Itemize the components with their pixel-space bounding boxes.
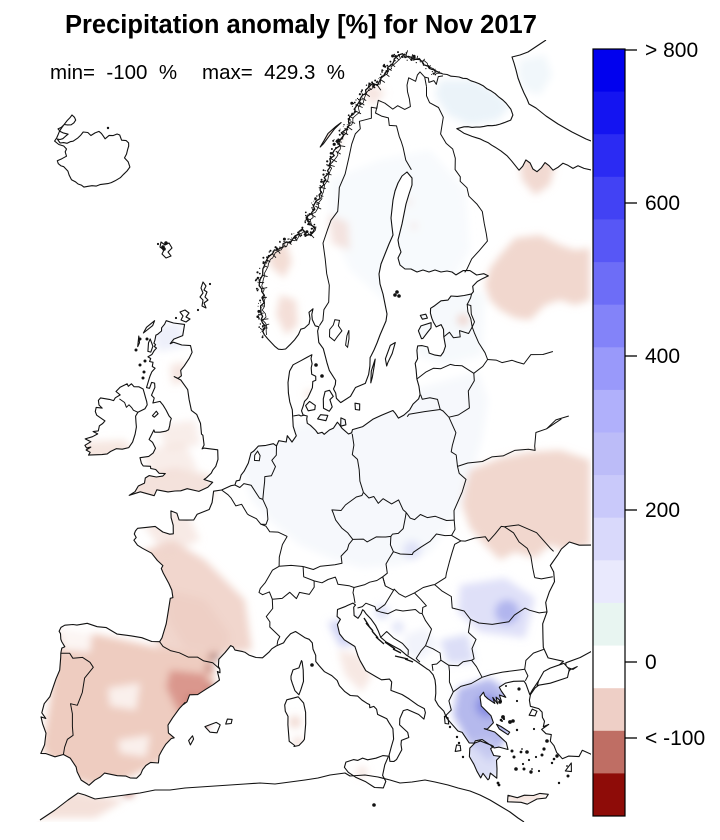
svg-text:400: 400 [645, 345, 680, 368]
svg-text:min= -100 %: min= -100 % [50, 61, 177, 84]
svg-text:< -100: < -100 [645, 727, 705, 750]
svg-text:600: 600 [645, 192, 680, 215]
svg-text:> 800: > 800 [645, 39, 698, 62]
svg-text:0: 0 [645, 651, 657, 674]
svg-text:200: 200 [645, 499, 680, 522]
svg-text:max= 429.3 %: max= 429.3 % [202, 61, 345, 84]
svg-text:Precipitation anomaly [%] for: Precipitation anomaly [%] for Nov 2017 [65, 11, 537, 39]
